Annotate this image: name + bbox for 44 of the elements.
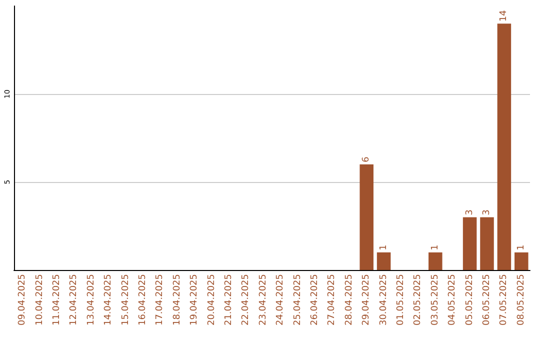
data-label: 1	[378, 244, 389, 250]
x-tick-label: 24.04.2025	[276, 274, 286, 326]
x-tick-label: 21.04.2025	[224, 274, 234, 326]
bar	[428, 252, 442, 270]
x-tick-label: 17.04.2025	[155, 274, 166, 326]
x-tick-label: 20.04.2025	[206, 274, 217, 326]
x-tick-label: 26.04.2025	[310, 274, 320, 326]
data-label: 1	[516, 244, 526, 250]
x-tick-label: 14.04.2025	[104, 274, 114, 326]
data-label: 1	[430, 244, 440, 250]
x-tick-label: 25.04.2025	[292, 274, 303, 326]
x-tick-label: 29.04.2025	[362, 274, 372, 326]
x-tick-label: 07.05.2025	[499, 274, 510, 326]
x-tick-label: 08.05.2025	[516, 274, 526, 326]
x-tick-label: 28.04.2025	[344, 274, 354, 326]
x-tick-label: 02.05.2025	[413, 274, 424, 326]
x-tick-label: 03.05.2025	[430, 274, 440, 326]
x-tick-label: 18.04.2025	[172, 274, 182, 326]
x-tick-label: 23.04.2025	[258, 274, 268, 326]
x-tick-label: 11.04.2025	[52, 274, 62, 326]
x-tick-label: 22.04.2025	[241, 274, 252, 326]
bar	[376, 252, 391, 270]
x-tick-label: 12.04.2025	[69, 274, 80, 326]
x-tick-label: 10.04.2025	[34, 274, 45, 326]
bar	[360, 164, 374, 270]
data-label: 3	[482, 209, 492, 216]
x-tick-label: 09.04.2025	[18, 274, 28, 326]
data-label: 3	[464, 209, 475, 216]
bar	[497, 24, 512, 270]
x-tick-label: 06.05.2025	[482, 274, 492, 326]
x-tick-label: 13.04.2025	[86, 274, 96, 326]
data-label: 14	[499, 10, 510, 22]
x-tick-label: 01.05.2025	[396, 274, 406, 326]
bar	[462, 217, 477, 270]
bar	[480, 217, 494, 270]
bar	[514, 252, 528, 270]
data-label: 6	[362, 156, 372, 162]
x-tick-label: 16.04.2025	[138, 274, 148, 326]
x-tick-label: 19.04.2025	[190, 274, 200, 326]
x-tick-label: 15.04.2025	[120, 274, 131, 326]
x-tick-label: 27.04.2025	[327, 274, 338, 326]
x-tick-label: 30.04.2025	[378, 274, 389, 326]
x-tick-label: 04.05.2025	[448, 274, 458, 326]
x-tick-label: 05.05.2025	[464, 274, 475, 326]
